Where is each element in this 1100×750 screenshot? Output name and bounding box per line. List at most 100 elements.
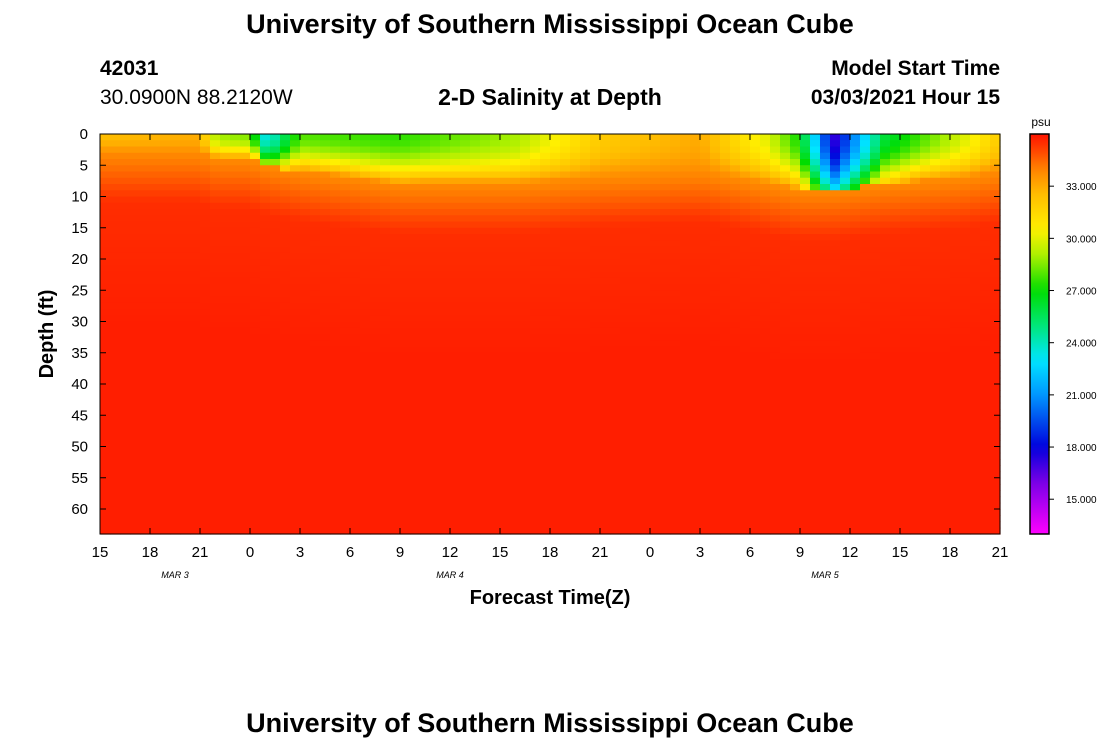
heatmap-cell bbox=[750, 365, 761, 373]
heatmap-cell bbox=[150, 184, 161, 191]
heatmap-cell bbox=[790, 271, 801, 279]
heatmap-cell bbox=[700, 190, 711, 198]
heatmap-cell bbox=[810, 409, 821, 416]
heatmap-cell bbox=[210, 215, 221, 223]
heatmap-cell bbox=[270, 334, 281, 341]
heatmap-cell bbox=[680, 202, 691, 210]
heatmap-cell bbox=[820, 384, 831, 391]
heatmap-cell bbox=[280, 346, 291, 354]
heatmap-cell bbox=[160, 396, 171, 404]
heatmap-cell bbox=[560, 240, 571, 248]
heatmap-cell bbox=[170, 140, 181, 148]
heatmap-cell bbox=[330, 202, 341, 210]
heatmap-cell bbox=[100, 302, 111, 310]
heatmap-cell bbox=[300, 515, 311, 523]
heatmap-cell bbox=[330, 396, 341, 404]
heatmap-cell bbox=[420, 159, 431, 166]
heatmap-cell bbox=[750, 134, 761, 141]
heatmap-cell bbox=[550, 140, 561, 148]
heatmap-cell bbox=[660, 202, 671, 210]
heatmap-cell bbox=[470, 477, 481, 485]
heatmap-cell bbox=[440, 140, 451, 148]
heatmap-cell bbox=[650, 465, 661, 473]
heatmap-cell bbox=[340, 152, 351, 160]
heatmap-cell bbox=[180, 315, 191, 323]
heatmap-cell bbox=[710, 159, 721, 166]
heatmap-cell bbox=[180, 202, 191, 210]
heatmap-cell bbox=[630, 271, 641, 279]
heatmap-cell bbox=[170, 315, 181, 323]
heatmap-cell bbox=[670, 277, 681, 285]
heatmap-cell bbox=[760, 277, 771, 285]
heatmap-cell bbox=[250, 259, 261, 266]
heatmap-cell bbox=[780, 227, 791, 235]
heatmap-cell bbox=[690, 359, 701, 366]
heatmap-cell bbox=[560, 490, 571, 498]
heatmap-cell bbox=[390, 284, 401, 291]
heatmap-cell bbox=[580, 371, 591, 379]
heatmap-cell bbox=[800, 334, 811, 341]
heatmap-cell bbox=[470, 421, 481, 429]
heatmap-cell bbox=[830, 221, 841, 229]
heatmap-cell bbox=[620, 227, 631, 235]
heatmap-cell bbox=[100, 440, 111, 448]
heatmap-cell bbox=[810, 371, 821, 379]
heatmap-cell bbox=[690, 440, 701, 448]
heatmap-cell bbox=[410, 296, 421, 304]
heatmap-cell bbox=[650, 165, 661, 173]
heatmap-cell bbox=[230, 465, 241, 473]
heatmap-cell bbox=[280, 265, 291, 273]
heatmap-cell bbox=[580, 390, 591, 398]
heatmap-cell bbox=[700, 246, 711, 254]
heatmap-cell bbox=[430, 515, 441, 523]
heatmap-cell bbox=[650, 215, 661, 223]
heatmap-cell bbox=[450, 396, 461, 404]
heatmap-cell bbox=[240, 190, 251, 198]
heatmap-cell bbox=[260, 209, 271, 216]
heatmap-cell bbox=[310, 196, 321, 204]
heatmap-cell bbox=[410, 134, 421, 141]
heatmap-cell bbox=[860, 415, 871, 423]
heatmap-cell bbox=[590, 502, 601, 510]
heatmap-cell bbox=[260, 196, 271, 204]
heatmap-cell bbox=[790, 277, 801, 285]
heatmap-cell bbox=[630, 446, 641, 454]
heatmap-cell bbox=[150, 446, 161, 454]
heatmap-cell bbox=[800, 340, 811, 348]
heatmap-cell bbox=[190, 509, 201, 516]
heatmap-cell bbox=[660, 509, 671, 516]
heatmap-cell bbox=[380, 271, 391, 279]
heatmap-cell bbox=[190, 252, 201, 260]
heatmap-cell bbox=[110, 402, 121, 410]
heatmap-cell bbox=[470, 171, 481, 179]
heatmap-cell bbox=[300, 327, 311, 335]
heatmap-cell bbox=[340, 527, 351, 535]
heatmap-cell bbox=[100, 384, 111, 391]
heatmap-cell bbox=[560, 321, 571, 329]
heatmap-cell bbox=[330, 271, 341, 279]
heatmap-cell bbox=[320, 402, 331, 410]
heatmap-cell bbox=[690, 159, 701, 166]
heatmap-cell bbox=[710, 177, 721, 185]
heatmap-cell bbox=[180, 227, 191, 235]
heatmap-cell bbox=[400, 315, 411, 323]
heatmap-cell bbox=[770, 402, 781, 410]
heatmap-cell bbox=[680, 277, 691, 285]
heatmap-cell bbox=[620, 196, 631, 204]
heatmap-cell bbox=[130, 496, 141, 504]
heatmap-cell bbox=[590, 252, 601, 260]
heatmap-cell bbox=[130, 284, 141, 291]
heatmap-cell bbox=[300, 227, 311, 235]
heatmap-cell bbox=[260, 327, 271, 335]
heatmap-cell bbox=[190, 377, 201, 385]
heatmap-cell bbox=[260, 352, 271, 360]
heatmap-cell bbox=[210, 527, 221, 535]
heatmap-cell bbox=[690, 334, 701, 341]
heatmap-cell bbox=[290, 465, 301, 473]
heatmap-cell bbox=[720, 402, 731, 410]
heatmap-cell bbox=[640, 502, 651, 510]
heatmap-cell bbox=[370, 202, 381, 210]
heatmap-cell bbox=[330, 259, 341, 266]
heatmap-cell bbox=[770, 377, 781, 385]
heatmap-cell bbox=[720, 434, 731, 441]
